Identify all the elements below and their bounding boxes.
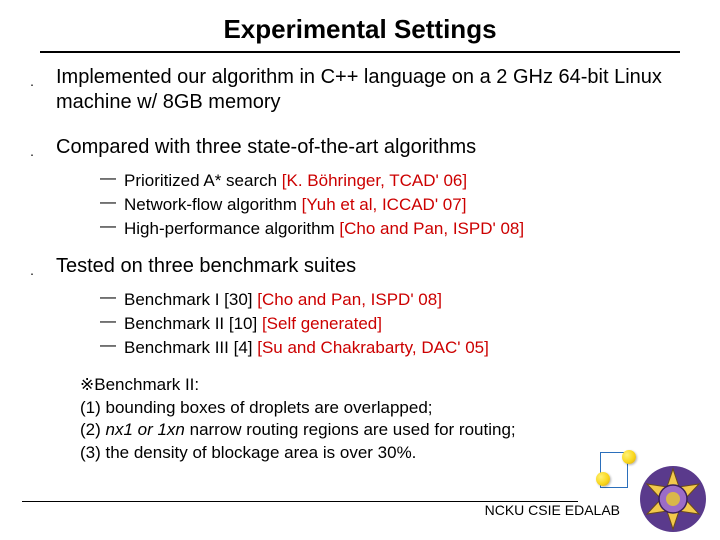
note-line: (2) nx1 or 1xn narrow routing regions ar… <box>80 419 700 442</box>
sub-text: Benchmark II [10] [Self generated] <box>124 313 382 335</box>
content-area: ․ Implemented our algorithm in C++ langu… <box>0 65 720 465</box>
sub-text: Benchmark I [30] [Cho and Pan, ISPD' 08] <box>124 289 442 311</box>
sub-list: — Prioritized A* search [K. Böhringer, T… <box>30 170 700 240</box>
sub-text: Benchmark III [4] [Su and Chakrabarty, D… <box>124 337 489 359</box>
citation: [Su and Chakrabarty, DAC' 05] <box>257 338 489 357</box>
citation: [Cho and Pan, ISPD' 08] <box>257 290 442 309</box>
sub-text: Network-flow algorithm [Yuh et al, ICCAD… <box>124 194 466 216</box>
sub-marker: — <box>100 289 124 307</box>
bullet-marker: ․ <box>30 135 56 159</box>
bullet-item: ․ Implemented our algorithm in C++ langu… <box>30 65 700 115</box>
bullet-item: ․ Compared with three state-of-the-art a… <box>30 135 700 160</box>
sub-item: — Benchmark I [30] [Cho and Pan, ISPD' 0… <box>100 289 700 311</box>
sub-item: — Benchmark III [4] [Su and Chakrabarty,… <box>100 337 700 359</box>
sub-item: — High-performance algorithm [Cho and Pa… <box>100 218 700 240</box>
note-line: (1) bounding boxes of droplets are overl… <box>80 397 700 420</box>
title-underline <box>40 51 680 53</box>
citation: [K. Böhringer, TCAD' 06] <box>282 171 467 190</box>
droplet-icon <box>596 472 610 486</box>
footer-label: NCKU CSIE EDALAB <box>485 502 620 518</box>
sub-item: — Prioritized A* search [K. Böhringer, T… <box>100 170 700 192</box>
sub-list: — Benchmark I [30] [Cho and Pan, ISPD' 0… <box>30 289 700 359</box>
droplet-icon <box>622 450 636 464</box>
sub-marker: — <box>100 313 124 331</box>
bullet-marker: ․ <box>30 254 56 278</box>
citation: [Yuh et al, ICCAD' 07] <box>302 195 467 214</box>
sub-marker: — <box>100 337 124 355</box>
citation: [Self generated] <box>262 314 382 333</box>
bullet-text: Implemented our algorithm in C++ languag… <box>56 65 700 115</box>
sub-text: High-performance algorithm [Cho and Pan,… <box>124 218 524 240</box>
note-head: ※Benchmark II: <box>80 374 700 397</box>
slide-title: Experimental Settings <box>0 0 720 51</box>
citation: [Cho and Pan, ISPD' 08] <box>339 219 524 238</box>
sub-marker: — <box>100 170 124 188</box>
sub-text: Prioritized A* search [K. Böhringer, TCA… <box>124 170 467 192</box>
sub-marker: — <box>100 194 124 212</box>
sub-marker: — <box>100 218 124 236</box>
bullet-item: ․ Tested on three benchmark suites <box>30 254 700 279</box>
bullet-marker: ․ <box>30 65 56 89</box>
bullet-text: Compared with three state-of-the-art alg… <box>56 135 476 160</box>
sub-item: — Benchmark II [10] [Self generated] <box>100 313 700 335</box>
university-logo-icon <box>638 464 708 534</box>
bullet-text: Tested on three benchmark suites <box>56 254 356 279</box>
sub-item: — Network-flow algorithm [Yuh et al, ICC… <box>100 194 700 216</box>
